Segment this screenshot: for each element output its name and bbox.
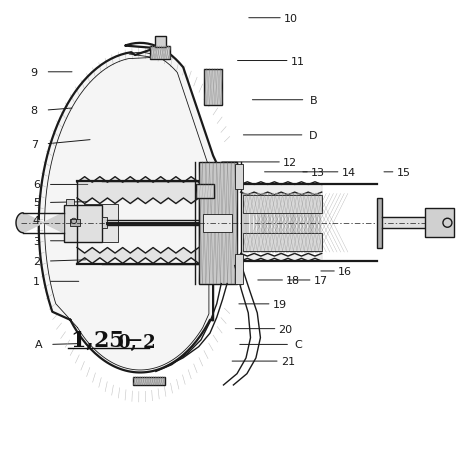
Text: 8: 8 — [31, 106, 38, 116]
Bar — [199, 162, 237, 284]
Bar — [70, 220, 80, 227]
Bar — [199, 162, 237, 284]
Text: 11: 11 — [291, 56, 305, 66]
Text: 16: 16 — [338, 267, 352, 276]
Bar — [235, 165, 243, 189]
FancyBboxPatch shape — [425, 209, 454, 238]
Text: 5: 5 — [33, 198, 40, 208]
Bar — [203, 214, 232, 232]
Text: 13: 13 — [311, 167, 325, 177]
Bar — [84, 204, 118, 242]
Bar — [196, 185, 214, 198]
Text: A: A — [35, 340, 43, 350]
Text: 15: 15 — [397, 167, 411, 177]
Text: 7: 7 — [31, 139, 38, 150]
Bar — [235, 255, 243, 284]
Text: 1: 1 — [33, 277, 40, 287]
Bar — [133, 377, 165, 385]
Text: D: D — [309, 131, 317, 141]
Text: 10: 10 — [284, 14, 298, 23]
Text: 17: 17 — [314, 276, 328, 285]
Text: 18: 18 — [286, 276, 301, 285]
Text: 1,25$-$: 1,25$-$ — [70, 329, 143, 351]
Bar — [155, 37, 166, 48]
Polygon shape — [39, 44, 221, 373]
Text: B: B — [310, 96, 318, 106]
Text: 12: 12 — [283, 157, 297, 167]
Text: 21: 21 — [281, 356, 295, 366]
Bar — [243, 195, 322, 213]
Text: 4: 4 — [33, 216, 40, 226]
Text: 9: 9 — [31, 68, 38, 78]
Bar — [204, 69, 222, 106]
Text: 2: 2 — [33, 257, 40, 267]
Bar — [243, 233, 322, 251]
Polygon shape — [16, 213, 64, 233]
Text: 19: 19 — [273, 299, 287, 309]
Text: 6: 6 — [33, 180, 40, 190]
Text: 14: 14 — [342, 167, 356, 177]
Bar — [66, 200, 74, 205]
Text: C: C — [294, 340, 302, 350]
Bar — [150, 47, 170, 60]
Bar — [102, 218, 107, 229]
Bar — [64, 205, 102, 242]
Bar — [377, 198, 382, 248]
Text: 3: 3 — [33, 236, 40, 246]
Text: 0, 2: 0, 2 — [118, 333, 155, 351]
Text: 20: 20 — [279, 324, 293, 334]
